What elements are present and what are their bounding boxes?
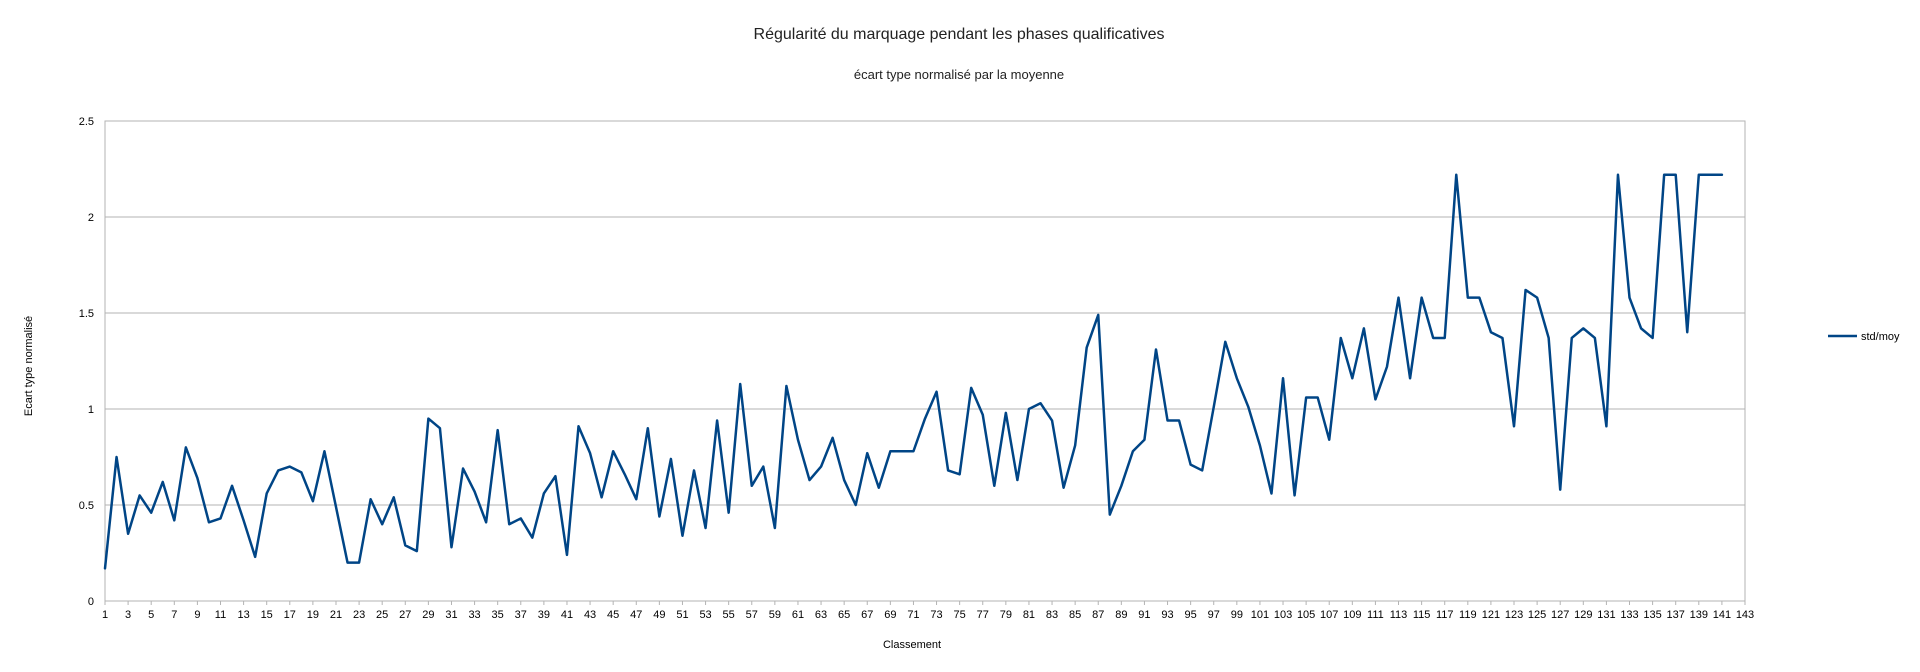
x-tick-label: 119 [1459, 609, 1477, 621]
x-tick-label: 35 [492, 609, 504, 621]
x-tick-label: 107 [1320, 609, 1338, 621]
x-tick-label: 79 [1000, 609, 1012, 621]
x-tick-label: 21 [330, 609, 342, 621]
x-tick-label: 95 [1185, 609, 1197, 621]
x-tick-label: 31 [445, 609, 457, 621]
x-tick-label: 109 [1343, 609, 1361, 621]
gridlines [105, 120, 1745, 602]
x-tick-label: 25 [376, 609, 388, 621]
x-tick-label: 133 [1620, 609, 1638, 621]
x-tick-label: 73 [930, 609, 942, 621]
x-tick-label: 29 [422, 609, 434, 621]
x-tick-label: 115 [1413, 609, 1431, 621]
y-tick-label: 2.5 [79, 116, 94, 128]
x-tick-label: 113 [1390, 609, 1408, 621]
legend: std/moy [1828, 331, 1900, 343]
x-tick-label: 19 [307, 609, 319, 621]
x-tick-label: 59 [769, 609, 781, 621]
x-tick-label: 15 [261, 609, 273, 621]
x-tick-label: 101 [1251, 609, 1269, 621]
x-tick-label: 83 [1046, 609, 1058, 621]
x-tick-label: 137 [1667, 609, 1685, 621]
x-tick-label: 65 [838, 609, 850, 621]
x-tick-label: 11 [215, 609, 226, 621]
x-tick-label: 17 [284, 609, 296, 621]
x-tick-label: 123 [1505, 609, 1523, 621]
x-tick-label: 63 [815, 609, 827, 621]
x-tick-label: 43 [584, 609, 596, 621]
x-tick-label: 13 [237, 609, 249, 621]
x-tick-label: 77 [977, 609, 989, 621]
x-tick-label: 127 [1551, 609, 1569, 621]
x-tick-label: 49 [653, 609, 665, 621]
x-tick-label: 41 [561, 609, 573, 621]
x-tick-label: 117 [1436, 609, 1454, 621]
x-tick-label: 45 [607, 609, 619, 621]
x-tick-label: 91 [1138, 609, 1150, 621]
x-tick-label: 55 [723, 609, 735, 621]
x-tick-label: 67 [861, 609, 873, 621]
plot-frame [104, 120, 1746, 602]
x-tick-label: 47 [630, 609, 642, 621]
x-tick-label: 99 [1231, 609, 1243, 621]
x-tick-label: 131 [1597, 609, 1615, 621]
x-tick-label: 71 [907, 609, 919, 621]
x-tick-label: 121 [1482, 609, 1500, 621]
x-tick-label: 129 [1574, 609, 1592, 621]
x-tick-label: 1 [102, 609, 108, 621]
x-tick-label: 93 [1161, 609, 1173, 621]
x-tick-label: 69 [884, 609, 896, 621]
x-tick-label: 141 [1713, 609, 1731, 621]
x-tick-label: 37 [515, 609, 527, 621]
chart-title: Régularité du marquage pendant les phase… [754, 26, 1165, 43]
x-tick-label: 111 [1367, 609, 1384, 621]
x-tick-label: 7 [171, 609, 177, 621]
y-tick-label: 2 [88, 212, 94, 224]
x-tick-label: 27 [399, 609, 411, 621]
x-tick-label: 105 [1297, 609, 1315, 621]
x-tick-label: 125 [1528, 609, 1546, 621]
x-tick-label: 85 [1069, 609, 1081, 621]
x-tick-labels: 1 3 5 7 9 11 13 15 17 19 21 23 25 27 29 31 33 35 37 39 41 43 4… [102, 601, 1754, 621]
y-tick-label: 1 [88, 404, 94, 416]
x-tick-label: 89 [1115, 609, 1127, 621]
x-tick-label: 135 [1643, 609, 1661, 621]
x-tick-label: 3 [125, 609, 131, 621]
x-tick-label: 75 [954, 609, 966, 621]
x-tick-label: 143 [1736, 609, 1754, 621]
y-tick-label: 1.5 [79, 308, 94, 320]
x-tick-label: 61 [792, 609, 804, 621]
x-tick-label: 81 [1023, 609, 1035, 621]
y-axis-title: Ecart type normalisé [23, 316, 35, 416]
x-tick-label: 5 [148, 609, 154, 621]
x-tick-label: 53 [699, 609, 711, 621]
x-tick-label: 103 [1274, 609, 1292, 621]
x-tick-label: 51 [676, 609, 688, 621]
x-tick-label: 97 [1208, 609, 1220, 621]
x-tick-label: 23 [353, 609, 365, 621]
series-layer [103, 173, 1724, 570]
series-line-std-moy [103, 173, 1724, 570]
x-axis-title: Classement [883, 639, 941, 651]
y-tick-labels: 0 0.5 1 1.5 2 2.5 [79, 116, 94, 608]
y-tick-label: 0 [88, 596, 94, 608]
y-tick-label: 0.5 [79, 500, 94, 512]
legend-label-std-moy: std/moy [1861, 331, 1900, 343]
x-tick-label: 9 [194, 609, 200, 621]
chart-subtitle: écart type normalisé par la moyenne [854, 67, 1064, 82]
x-tick-label: 139 [1690, 609, 1708, 621]
x-tick-label: 87 [1092, 609, 1104, 621]
x-tick-label: 39 [538, 609, 550, 621]
x-tick-label: 33 [468, 609, 480, 621]
x-tick-label: 57 [746, 609, 758, 621]
